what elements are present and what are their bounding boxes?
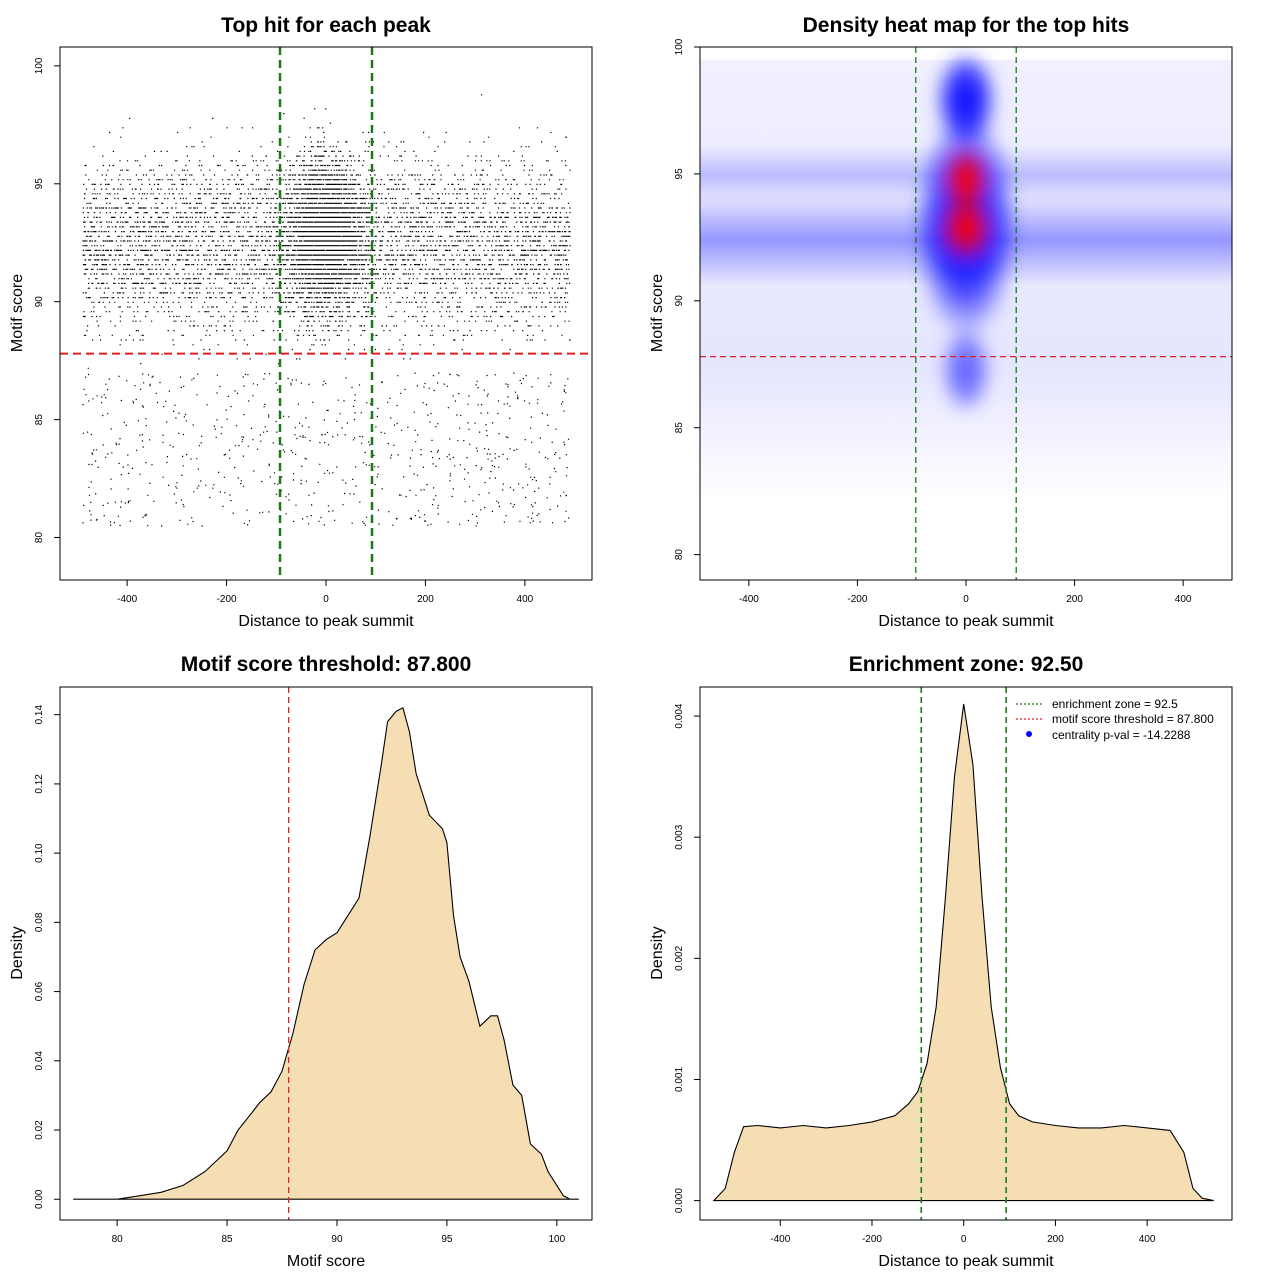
y-tick-label: 85 <box>674 422 685 434</box>
y-tick-label: 90 <box>34 296 45 308</box>
x-axis-label: Distance to peak summit <box>878 1253 1054 1270</box>
plot-frame <box>699 686 1233 1221</box>
y-tick-label: 0.08 <box>34 912 45 932</box>
x-tick-label: 200 <box>417 594 434 605</box>
y-tick-label: 0.12 <box>34 774 45 794</box>
x-axis: -400 -200 0 200 400 <box>770 1220 1156 1245</box>
reference-lines <box>920 687 1007 1220</box>
y-tick-label: 0.14 <box>34 705 45 725</box>
x-axis-label: Distance to peak summit <box>238 613 414 630</box>
heatmap-top-blue <box>934 50 998 150</box>
y-tick-label: 0.003 <box>674 824 685 849</box>
x-tick-label: -200 <box>847 594 867 605</box>
y-axis-label: Motif score <box>9 274 26 352</box>
y-tick-label: 100 <box>674 38 685 55</box>
heatmap-tail-blue <box>940 325 992 415</box>
x-tick-label: 95 <box>441 1234 453 1245</box>
plot-frame <box>59 686 593 1221</box>
x-axis: 80 85 90 95 100 <box>112 1220 566 1245</box>
x-tick-label: -200 <box>862 1234 882 1245</box>
legend: enrichment zone = 92.5 motif score thres… <box>1016 697 1214 742</box>
legend-entry-enrichment: enrichment zone = 92.5 <box>1052 697 1178 711</box>
x-tick-label: 0 <box>963 594 969 605</box>
x-tick-label: 200 <box>1066 594 1083 605</box>
x-tick-label: 0 <box>961 1234 967 1245</box>
legend-entry-threshold: motif score threshold = 87.800 <box>1052 712 1214 726</box>
y-tick-label: 0.000 <box>674 1188 685 1213</box>
x-tick-label: 400 <box>1139 1234 1156 1245</box>
scatter-points <box>82 94 571 527</box>
x-tick-label: 400 <box>517 594 534 605</box>
panel-scatter: Top hit for each peak -400 -200 0 200 400 80… <box>9 14 593 630</box>
chart-title: Enrichment zone: 92.50 <box>849 653 1084 676</box>
y-tick-label: 0.04 <box>34 1051 45 1071</box>
y-axis-label: Motif score <box>649 274 666 352</box>
y-tick-label: 90 <box>674 295 685 307</box>
y-tick-label: 0.00 <box>34 1189 45 1209</box>
y-tick-label: 80 <box>34 532 45 544</box>
chart-title: Density heat map for the top hits <box>803 14 1130 37</box>
reference-lines <box>700 47 1232 580</box>
plot-frame <box>59 46 593 581</box>
y-tick-label: 0.02 <box>34 1120 45 1140</box>
heatmap-peak-upper <box>942 146 990 214</box>
x-tick-label: -200 <box>217 594 237 605</box>
x-tick-label: 200 <box>1047 1234 1064 1245</box>
y-tick-label: 95 <box>674 168 685 180</box>
x-tick-label: -400 <box>739 594 759 605</box>
chart-title: Motif score threshold: 87.800 <box>181 653 472 676</box>
y-axis: 80 85 90 95 100 <box>674 38 700 560</box>
y-axis-label: Density <box>649 926 666 979</box>
chart-title: Top hit for each peak <box>221 14 431 37</box>
y-axis: 0.00 0.02 0.04 0.06 0.08 0.10 0.12 0.14 <box>34 705 60 1209</box>
x-axis-label: Distance to peak summit <box>878 613 1054 630</box>
x-axis: -400 -200 0 200 400 <box>739 580 1192 605</box>
x-tick-label: 0 <box>323 594 329 605</box>
heatmap-peak-lower <box>939 194 993 262</box>
x-tick-label: 80 <box>112 1234 124 1245</box>
x-tick-label: 400 <box>1175 594 1192 605</box>
y-axis: 80 85 90 95 100 <box>34 57 60 543</box>
x-tick-label: -400 <box>117 594 137 605</box>
y-tick-label: 85 <box>34 414 45 426</box>
panel-heatmap: Density heat map for the top hits -400 -2… <box>649 14 1233 630</box>
density-area <box>73 707 579 1200</box>
y-tick-label: 0.004 <box>674 703 685 728</box>
x-tick-label: 90 <box>331 1234 343 1245</box>
x-tick-label: 100 <box>548 1234 565 1245</box>
y-tick-label: 0.10 <box>34 843 45 863</box>
legend-entry-centrality: centrality p-val = -14.2288 <box>1052 728 1191 742</box>
panel-score-density: Motif score threshold: 87.800 80 85 90 95 10… <box>9 653 593 1270</box>
y-tick-label: 95 <box>34 178 45 190</box>
x-axis: -400 -200 0 200 400 <box>117 580 534 605</box>
x-tick-label: 85 <box>222 1234 234 1245</box>
x-tick-label: -400 <box>770 1234 790 1245</box>
x-axis-label: Motif score <box>287 1253 365 1270</box>
y-tick-label: 100 <box>34 57 45 74</box>
y-tick-label: 80 <box>674 549 685 561</box>
reference-lines <box>60 47 592 580</box>
panel-distance-density: Enrichment zone: 92.50 -400 -200 0 200 400 0… <box>649 653 1233 1270</box>
y-axis: 0.000 0.001 0.002 0.003 0.004 <box>674 703 700 1213</box>
density-area <box>712 703 1214 1202</box>
y-tick-label: 0.06 <box>34 981 45 1001</box>
y-tick-label: 0.002 <box>674 945 685 970</box>
density-heatmap <box>700 47 1232 580</box>
y-axis-label: Density <box>9 926 26 979</box>
y-tick-label: 0.001 <box>674 1067 685 1092</box>
legend-swatch-centrality <box>1026 731 1032 737</box>
scatter-point-cloud <box>82 94 571 527</box>
